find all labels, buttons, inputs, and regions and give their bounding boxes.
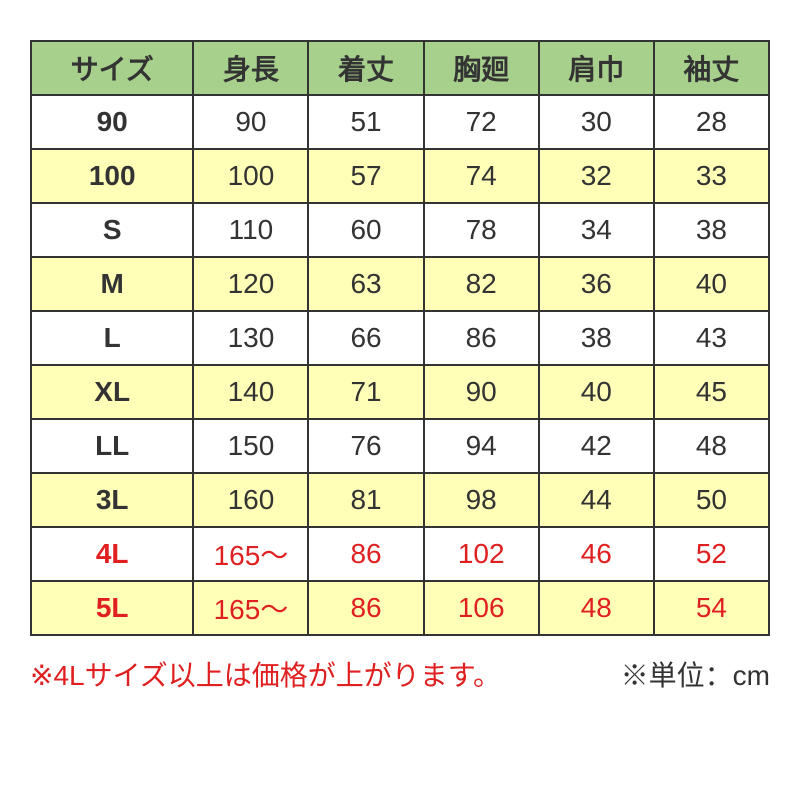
value-cell: 66 [308, 311, 423, 365]
table-row: 5L165～861064854 [31, 581, 769, 635]
value-cell: 45 [654, 365, 769, 419]
value-cell: 165～ [193, 581, 308, 635]
value-cell: 78 [424, 203, 539, 257]
value-cell: 72 [424, 95, 539, 149]
table-row: 4L165～861024652 [31, 527, 769, 581]
value-cell: 33 [654, 149, 769, 203]
value-cell: 40 [539, 365, 654, 419]
table-row: 909051723028 [31, 95, 769, 149]
value-cell: 110 [193, 203, 308, 257]
value-cell: 32 [539, 149, 654, 203]
size-cell: 100 [31, 149, 193, 203]
size-cell: XL [31, 365, 193, 419]
size-cell: LL [31, 419, 193, 473]
value-cell: 160 [193, 473, 308, 527]
value-cell: 30 [539, 95, 654, 149]
price-note: ※4Lサイズ以上は価格が上がります。 [30, 654, 501, 694]
value-cell: 42 [539, 419, 654, 473]
value-cell: 38 [539, 311, 654, 365]
value-cell: 90 [193, 95, 308, 149]
table-row: L13066863843 [31, 311, 769, 365]
size-cell: 3L [31, 473, 193, 527]
value-cell: 86 [308, 581, 423, 635]
value-cell: 94 [424, 419, 539, 473]
value-cell: 63 [308, 257, 423, 311]
value-cell: 28 [654, 95, 769, 149]
value-cell: 86 [308, 527, 423, 581]
size-cell: S [31, 203, 193, 257]
value-cell: 38 [654, 203, 769, 257]
value-cell: 102 [424, 527, 539, 581]
value-cell: 48 [539, 581, 654, 635]
value-cell: 51 [308, 95, 423, 149]
value-cell: 50 [654, 473, 769, 527]
value-cell: 165～ [193, 527, 308, 581]
value-cell: 40 [654, 257, 769, 311]
col-header: 胸廻 [424, 41, 539, 95]
size-cell: 90 [31, 95, 193, 149]
table-row: LL15076944248 [31, 419, 769, 473]
value-cell: 74 [424, 149, 539, 203]
value-cell: 106 [424, 581, 539, 635]
size-chart: サイズ 身長 着丈 胸廻 肩巾 袖丈 909051723028100100577… [30, 40, 770, 636]
table-row: 10010057743233 [31, 149, 769, 203]
size-cell: 5L [31, 581, 193, 635]
col-header: 肩巾 [539, 41, 654, 95]
value-cell: 34 [539, 203, 654, 257]
size-cell: L [31, 311, 193, 365]
value-cell: 100 [193, 149, 308, 203]
value-cell: 36 [539, 257, 654, 311]
value-cell: 140 [193, 365, 308, 419]
col-header: 着丈 [308, 41, 423, 95]
size-table: サイズ 身長 着丈 胸廻 肩巾 袖丈 909051723028100100577… [30, 40, 770, 636]
value-cell: 43 [654, 311, 769, 365]
value-cell: 81 [308, 473, 423, 527]
table-row: M12063823640 [31, 257, 769, 311]
col-header: サイズ [31, 41, 193, 95]
value-cell: 130 [193, 311, 308, 365]
table-row: S11060783438 [31, 203, 769, 257]
value-cell: 98 [424, 473, 539, 527]
table-header-row: サイズ 身長 着丈 胸廻 肩巾 袖丈 [31, 41, 769, 95]
table-row: 3L16081984450 [31, 473, 769, 527]
value-cell: 54 [654, 581, 769, 635]
footer-notes: ※4Lサイズ以上は価格が上がります。 ※単位：cm [30, 654, 770, 694]
value-cell: 86 [424, 311, 539, 365]
value-cell: 46 [539, 527, 654, 581]
value-cell: 60 [308, 203, 423, 257]
value-cell: 52 [654, 527, 769, 581]
value-cell: 71 [308, 365, 423, 419]
table-row: XL14071904045 [31, 365, 769, 419]
value-cell: 150 [193, 419, 308, 473]
col-header: 身長 [193, 41, 308, 95]
col-header: 袖丈 [654, 41, 769, 95]
value-cell: 90 [424, 365, 539, 419]
value-cell: 57 [308, 149, 423, 203]
value-cell: 76 [308, 419, 423, 473]
size-cell: 4L [31, 527, 193, 581]
size-cell: M [31, 257, 193, 311]
value-cell: 44 [539, 473, 654, 527]
unit-note: ※単位：cm [621, 654, 770, 694]
value-cell: 82 [424, 257, 539, 311]
value-cell: 48 [654, 419, 769, 473]
value-cell: 120 [193, 257, 308, 311]
